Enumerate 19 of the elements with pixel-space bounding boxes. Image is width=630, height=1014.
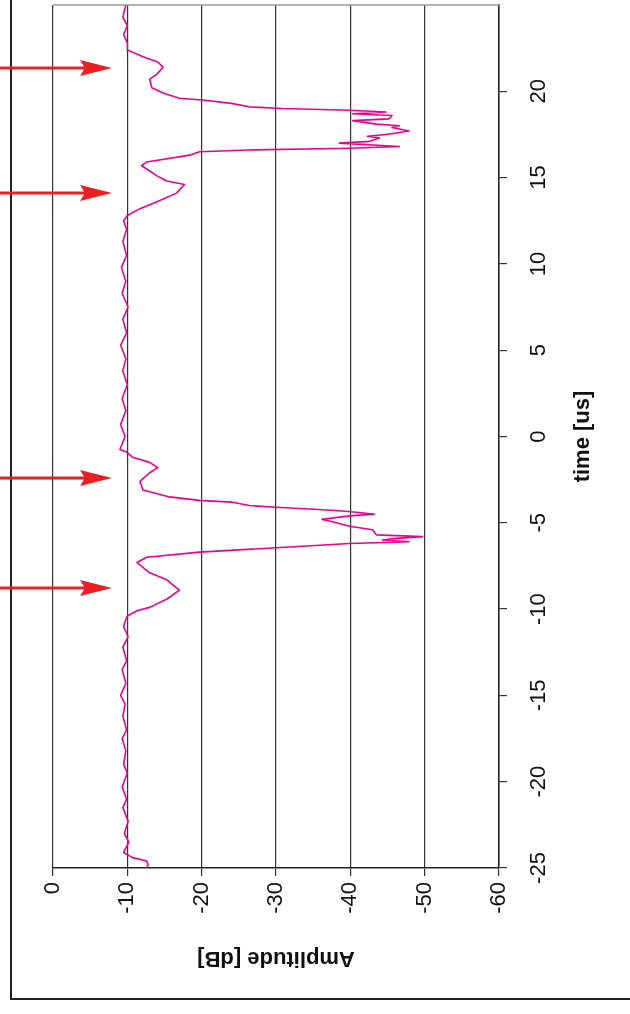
x-tick-label: -40 xyxy=(336,882,362,914)
y-tick-label: 10 xyxy=(525,251,551,277)
x-axis-title: Amplitude [dB] xyxy=(197,946,355,972)
x-tick-label: -20 xyxy=(187,882,213,914)
y-tick-label: 20 xyxy=(525,79,551,104)
x-tick-label: -30 xyxy=(262,882,288,914)
y-tick-label: -5 xyxy=(525,513,551,533)
y-tick-label: -10 xyxy=(525,593,551,625)
x-tick-label: -10 xyxy=(113,882,139,914)
y-tick-label: 5 xyxy=(525,344,551,357)
y-tick-label: -20 xyxy=(525,765,551,798)
y-tick-label: -25 xyxy=(525,852,551,884)
x-tick-label: -60 xyxy=(485,882,511,914)
y-tick-label: 0 xyxy=(525,430,551,443)
y-tick-label: 15 xyxy=(525,165,551,190)
x-tick-label: -50 xyxy=(410,882,436,914)
y-axis-title: time [us] xyxy=(569,390,595,483)
y-tick-label: -15 xyxy=(525,679,551,712)
x-tick-label: 0 xyxy=(39,882,65,895)
